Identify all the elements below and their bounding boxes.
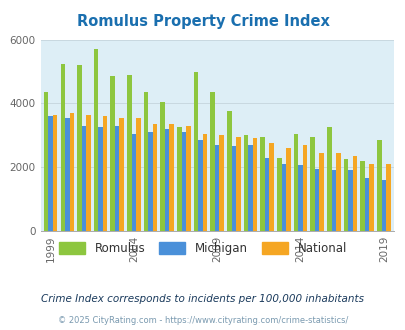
Bar — [376, 140, 381, 231]
Bar — [110, 76, 115, 231]
Bar — [77, 65, 81, 231]
Bar — [148, 132, 152, 231]
Bar — [269, 143, 273, 231]
Bar — [44, 92, 48, 231]
Bar — [319, 153, 323, 231]
Bar — [314, 169, 319, 231]
Bar — [185, 126, 190, 231]
Bar — [347, 170, 352, 231]
Bar — [152, 124, 157, 231]
Bar — [65, 118, 69, 231]
Bar — [127, 75, 131, 231]
Bar — [236, 137, 240, 231]
Bar — [143, 92, 148, 231]
Bar — [81, 126, 86, 231]
Bar — [281, 164, 286, 231]
Legend: Romulus, Michigan, National: Romulus, Michigan, National — [54, 237, 351, 260]
Bar — [310, 137, 314, 231]
Bar — [326, 127, 331, 231]
Bar — [98, 127, 102, 231]
Bar — [298, 165, 302, 231]
Bar — [286, 148, 290, 231]
Bar — [86, 115, 90, 231]
Bar — [164, 129, 169, 231]
Text: © 2025 CityRating.com - https://www.cityrating.com/crime-statistics/: © 2025 CityRating.com - https://www.city… — [58, 316, 347, 325]
Bar — [131, 134, 136, 231]
Bar — [243, 135, 248, 231]
Text: Crime Index corresponds to incidents per 100,000 inhabitants: Crime Index corresponds to incidents per… — [41, 294, 364, 304]
Bar — [335, 152, 340, 231]
Bar — [115, 126, 119, 231]
Bar — [360, 161, 364, 231]
Bar — [60, 63, 65, 231]
Bar — [277, 158, 281, 231]
Bar — [231, 147, 236, 231]
Bar — [252, 139, 257, 231]
Bar — [198, 140, 202, 231]
Bar — [364, 178, 369, 231]
Bar — [202, 134, 207, 231]
Bar — [94, 49, 98, 231]
Bar — [160, 102, 164, 231]
Bar — [248, 145, 252, 231]
Bar — [293, 134, 298, 231]
Bar — [385, 164, 390, 231]
Bar — [210, 92, 214, 231]
Bar — [331, 170, 335, 231]
Bar — [169, 124, 174, 231]
Bar — [119, 118, 124, 231]
Bar — [48, 116, 53, 231]
Bar — [214, 145, 219, 231]
Text: Romulus Property Crime Index: Romulus Property Crime Index — [77, 14, 328, 29]
Bar — [381, 180, 385, 231]
Bar — [181, 132, 185, 231]
Bar — [53, 115, 57, 231]
Bar — [226, 112, 231, 231]
Bar — [69, 113, 74, 231]
Bar — [177, 127, 181, 231]
Bar — [352, 156, 356, 231]
Bar — [369, 164, 373, 231]
Bar — [193, 72, 198, 231]
Bar — [260, 137, 264, 231]
Bar — [136, 118, 140, 231]
Bar — [302, 145, 307, 231]
Bar — [264, 158, 269, 231]
Bar — [343, 159, 347, 231]
Bar — [219, 135, 224, 231]
Bar — [102, 116, 107, 231]
